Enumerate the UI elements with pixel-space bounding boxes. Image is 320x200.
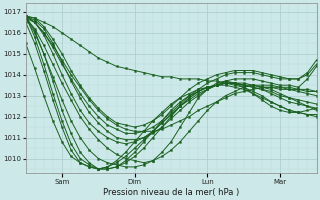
X-axis label: Pression niveau de la mer( hPa ): Pression niveau de la mer( hPa )	[103, 188, 239, 197]
